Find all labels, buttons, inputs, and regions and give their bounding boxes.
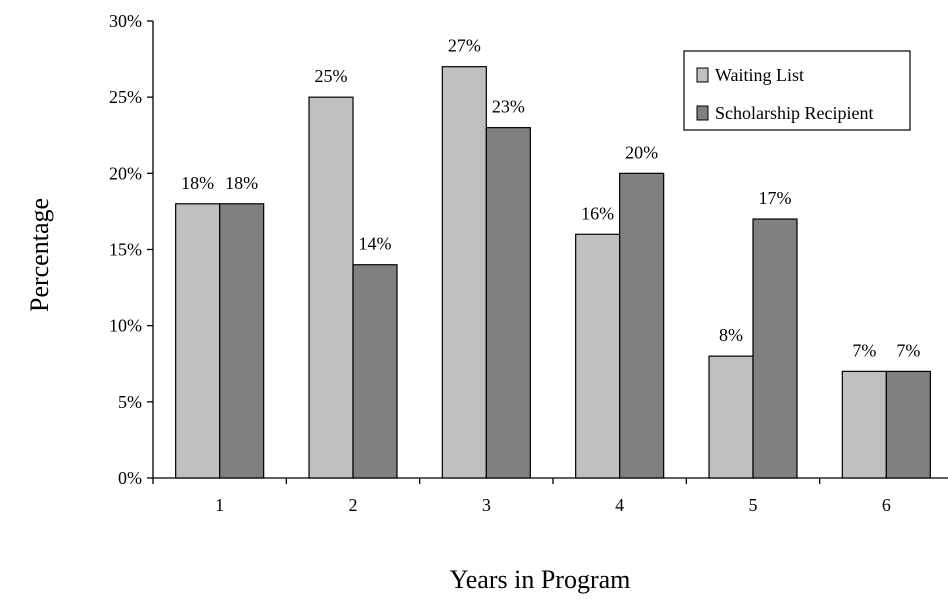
data-label-waiting-list-3: 27% [448, 36, 481, 56]
data-label-scholarship-recipient-3: 23% [492, 97, 525, 117]
y-tick-label: 25% [109, 87, 142, 107]
data-labels: 18% 18% 25% 14% 27% 23% 16% 20% 8% 17% 7% 7% [181, 36, 920, 361]
legend-swatch-scholarship-recipient [696, 105, 709, 121]
bar-waiting-list-5 [708, 355, 754, 479]
y-tick-label: 10% [109, 316, 142, 336]
data-label-waiting-list-1: 18% [181, 173, 214, 193]
legend-swatch-waiting-list [696, 67, 709, 83]
bar-scholarship-recipient-6 [885, 370, 931, 479]
data-label-waiting-list-4: 16% [581, 203, 614, 223]
data-label-scholarship-recipient-6: 7% [896, 340, 920, 360]
bar-scholarship-recipient-4 [619, 172, 665, 479]
data-label-waiting-list-5: 8% [719, 325, 743, 345]
y-tick-label: 20% [109, 163, 142, 183]
data-label-waiting-list-2: 25% [315, 66, 348, 86]
bar-scholarship-recipient-2 [352, 264, 398, 479]
x-tick-label: 2 [349, 495, 358, 515]
bar-waiting-list-3 [441, 66, 487, 479]
data-label-scholarship-recipient-4: 20% [625, 142, 658, 162]
x-tick-label: 5 [749, 495, 758, 515]
x-axis-title: Years in Program [450, 565, 631, 594]
data-label-waiting-list-6: 7% [852, 340, 876, 360]
y-tick-label: 0% [118, 468, 142, 488]
bar-waiting-list-6 [841, 370, 887, 479]
bar-scholarship-recipient-5 [752, 218, 798, 479]
legend-box [683, 50, 911, 131]
bar-waiting-list-1 [175, 203, 221, 479]
bars [175, 66, 931, 479]
legend: Waiting List Scholarship Recipient [683, 50, 911, 131]
y-tick-label: 5% [118, 392, 142, 412]
y-tick-label: 30% [109, 11, 142, 31]
bar-waiting-list-4 [575, 233, 621, 479]
x-tick-label: 4 [615, 495, 624, 515]
bar-scholarship-recipient-3 [485, 127, 531, 479]
y-ticks: 0% 5% 10% 15% 20% 25% 30% [109, 11, 153, 488]
data-label-scholarship-recipient-2: 14% [359, 234, 392, 254]
y-axis-title: Percentage [25, 198, 54, 312]
x-tick-label: 1 [215, 495, 224, 515]
bar-scholarship-recipient-1 [219, 203, 265, 479]
bar-waiting-list-2 [308, 96, 354, 479]
x-tick-label: 6 [882, 495, 891, 515]
data-label-scholarship-recipient-1: 18% [225, 173, 258, 193]
legend-label-waiting-list: Waiting List [715, 65, 804, 85]
y-tick-label: 15% [109, 240, 142, 260]
data-label-scholarship-recipient-5: 17% [759, 188, 792, 208]
legend-label-scholarship-recipient: Scholarship Recipient [715, 103, 873, 123]
x-ticks: 1 2 3 4 5 6 [152, 478, 891, 515]
x-tick-label: 3 [482, 495, 491, 515]
